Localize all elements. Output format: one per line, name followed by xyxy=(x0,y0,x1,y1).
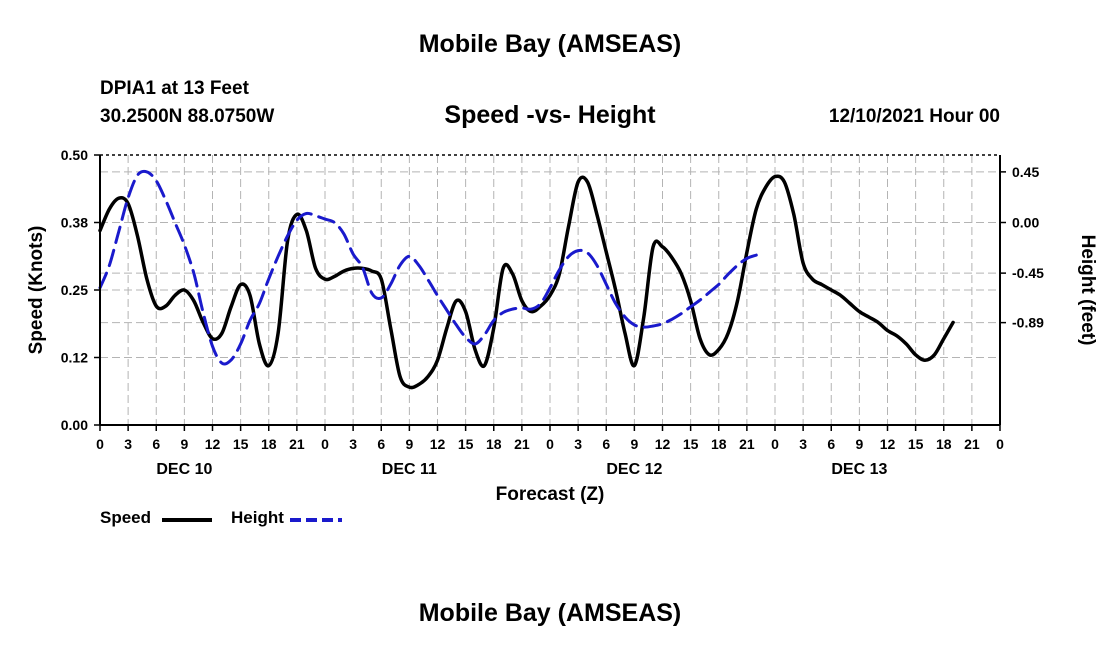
x-axis-title: Forecast (Z) xyxy=(496,484,605,505)
x-day-label: DEC 11 xyxy=(382,461,437,478)
y-right-tick-label: -0.45 xyxy=(1012,265,1044,281)
x-tick-label: 3 xyxy=(124,436,132,452)
x-tick-label: 6 xyxy=(377,436,385,452)
x-tick-label: 21 xyxy=(739,436,755,452)
y-left-tick-label: 0.50 xyxy=(61,147,88,163)
y-right-tick-label: 0.00 xyxy=(1012,215,1039,231)
x-tick-label: 21 xyxy=(514,436,530,452)
x-tick-label: 18 xyxy=(486,436,502,452)
x-tick-label: 6 xyxy=(827,436,835,452)
x-tick-label: 3 xyxy=(349,436,357,452)
x-tick-label: 6 xyxy=(152,436,160,452)
x-tick-label: 12 xyxy=(655,436,671,452)
x-tick-label: 9 xyxy=(630,436,638,452)
x-tick-label: 15 xyxy=(458,436,474,452)
y-right-tick-label: -0.89 xyxy=(1012,315,1044,331)
x-tick-label: 18 xyxy=(261,436,277,452)
x-tick-label: 0 xyxy=(96,436,104,452)
axis-labels: 0 3 6 9 12 15 18 21 0 3 6 9 12 15 18 21 0 3 6 9 12 15 18 21 0 3 6 9… xyxy=(26,147,1098,505)
x-tick-label: 18 xyxy=(936,436,952,452)
series-layer xyxy=(98,169,955,390)
axes xyxy=(94,154,1006,431)
y-right-tick-label: 0.45 xyxy=(1012,164,1039,180)
x-tick-label: 15 xyxy=(908,436,924,452)
x-tick-label: 21 xyxy=(964,436,980,452)
x-tick-label: 0 xyxy=(996,436,1004,452)
x-tick-label: 18 xyxy=(711,436,727,452)
station-label: DPIA1 at 13 Feet xyxy=(100,78,249,99)
x-tick-label: 9 xyxy=(405,436,413,452)
chart-subtitle: Speed -vs- Height xyxy=(444,101,656,129)
x-tick-label: 6 xyxy=(602,436,610,452)
x-tick-label: 3 xyxy=(574,436,582,452)
x-tick-label: 15 xyxy=(683,436,699,452)
footer-chart-title: Mobile Bay (AMSEAS) xyxy=(418,599,682,627)
x-tick-label: 21 xyxy=(289,436,305,452)
x-tick-label: 0 xyxy=(546,436,554,452)
y-left-tick-label: 0.25 xyxy=(61,282,88,298)
legend-speed-label: Speed xyxy=(100,508,152,527)
x-tick-label: 12 xyxy=(205,436,221,452)
y-left-axis-title: Speed (Knots) xyxy=(26,226,47,355)
y-left-tick-label: 0.00 xyxy=(61,417,88,433)
forecast-datetime: 12/10/2021 Hour 00 xyxy=(828,106,1000,127)
x-day-label: DEC 13 xyxy=(831,461,887,478)
x-tick-label: 9 xyxy=(180,436,188,452)
series-line-speed xyxy=(98,174,955,390)
x-tick-label: 0 xyxy=(321,436,329,452)
x-tick-label: 9 xyxy=(855,436,863,452)
y-right-axis-title: Height (feet) xyxy=(1077,235,1098,346)
x-day-label: DEC 10 xyxy=(156,461,212,478)
x-tick-label: 0 xyxy=(771,436,779,452)
series-line-height xyxy=(98,169,758,366)
x-tick-label: 3 xyxy=(799,436,807,452)
x-tick-label: 12 xyxy=(430,436,446,452)
coordinates-label: 30.2500N 88.0750W xyxy=(100,106,275,127)
x-tick-label: 12 xyxy=(880,436,896,452)
legend-height-label: Height xyxy=(231,508,284,527)
y-left-tick-label: 0.12 xyxy=(61,350,88,366)
chart-main-title: Mobile Bay (AMSEAS) xyxy=(418,30,682,58)
x-tick-label: 15 xyxy=(233,436,249,452)
x-day-label: DEC 12 xyxy=(606,461,662,478)
y-left-tick-label: 0.38 xyxy=(61,215,88,231)
